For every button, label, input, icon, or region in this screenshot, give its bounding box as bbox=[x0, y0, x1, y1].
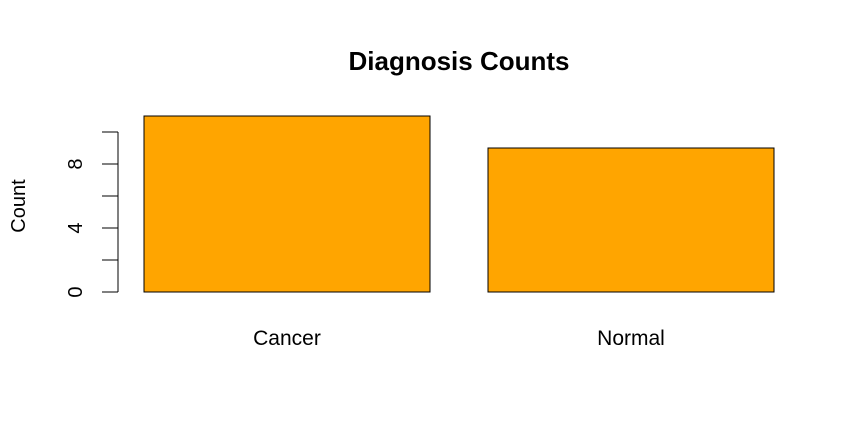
bars-group bbox=[143, 115, 775, 293]
y-tick-label: 4 bbox=[65, 222, 87, 233]
category-labels: Cancer Normal bbox=[253, 327, 665, 350]
y-axis: 0 4 8 bbox=[65, 131, 119, 298]
y-axis-label: Count bbox=[8, 179, 30, 233]
bar-normal bbox=[487, 147, 775, 293]
chart-title: Diagnosis Counts bbox=[348, 46, 569, 76]
y-tick-label: 8 bbox=[65, 158, 87, 169]
category-label-normal: Normal bbox=[597, 327, 665, 350]
y-tick-label: 0 bbox=[65, 286, 87, 297]
bar-cancer bbox=[143, 115, 431, 293]
category-label-cancer: Cancer bbox=[253, 327, 321, 350]
